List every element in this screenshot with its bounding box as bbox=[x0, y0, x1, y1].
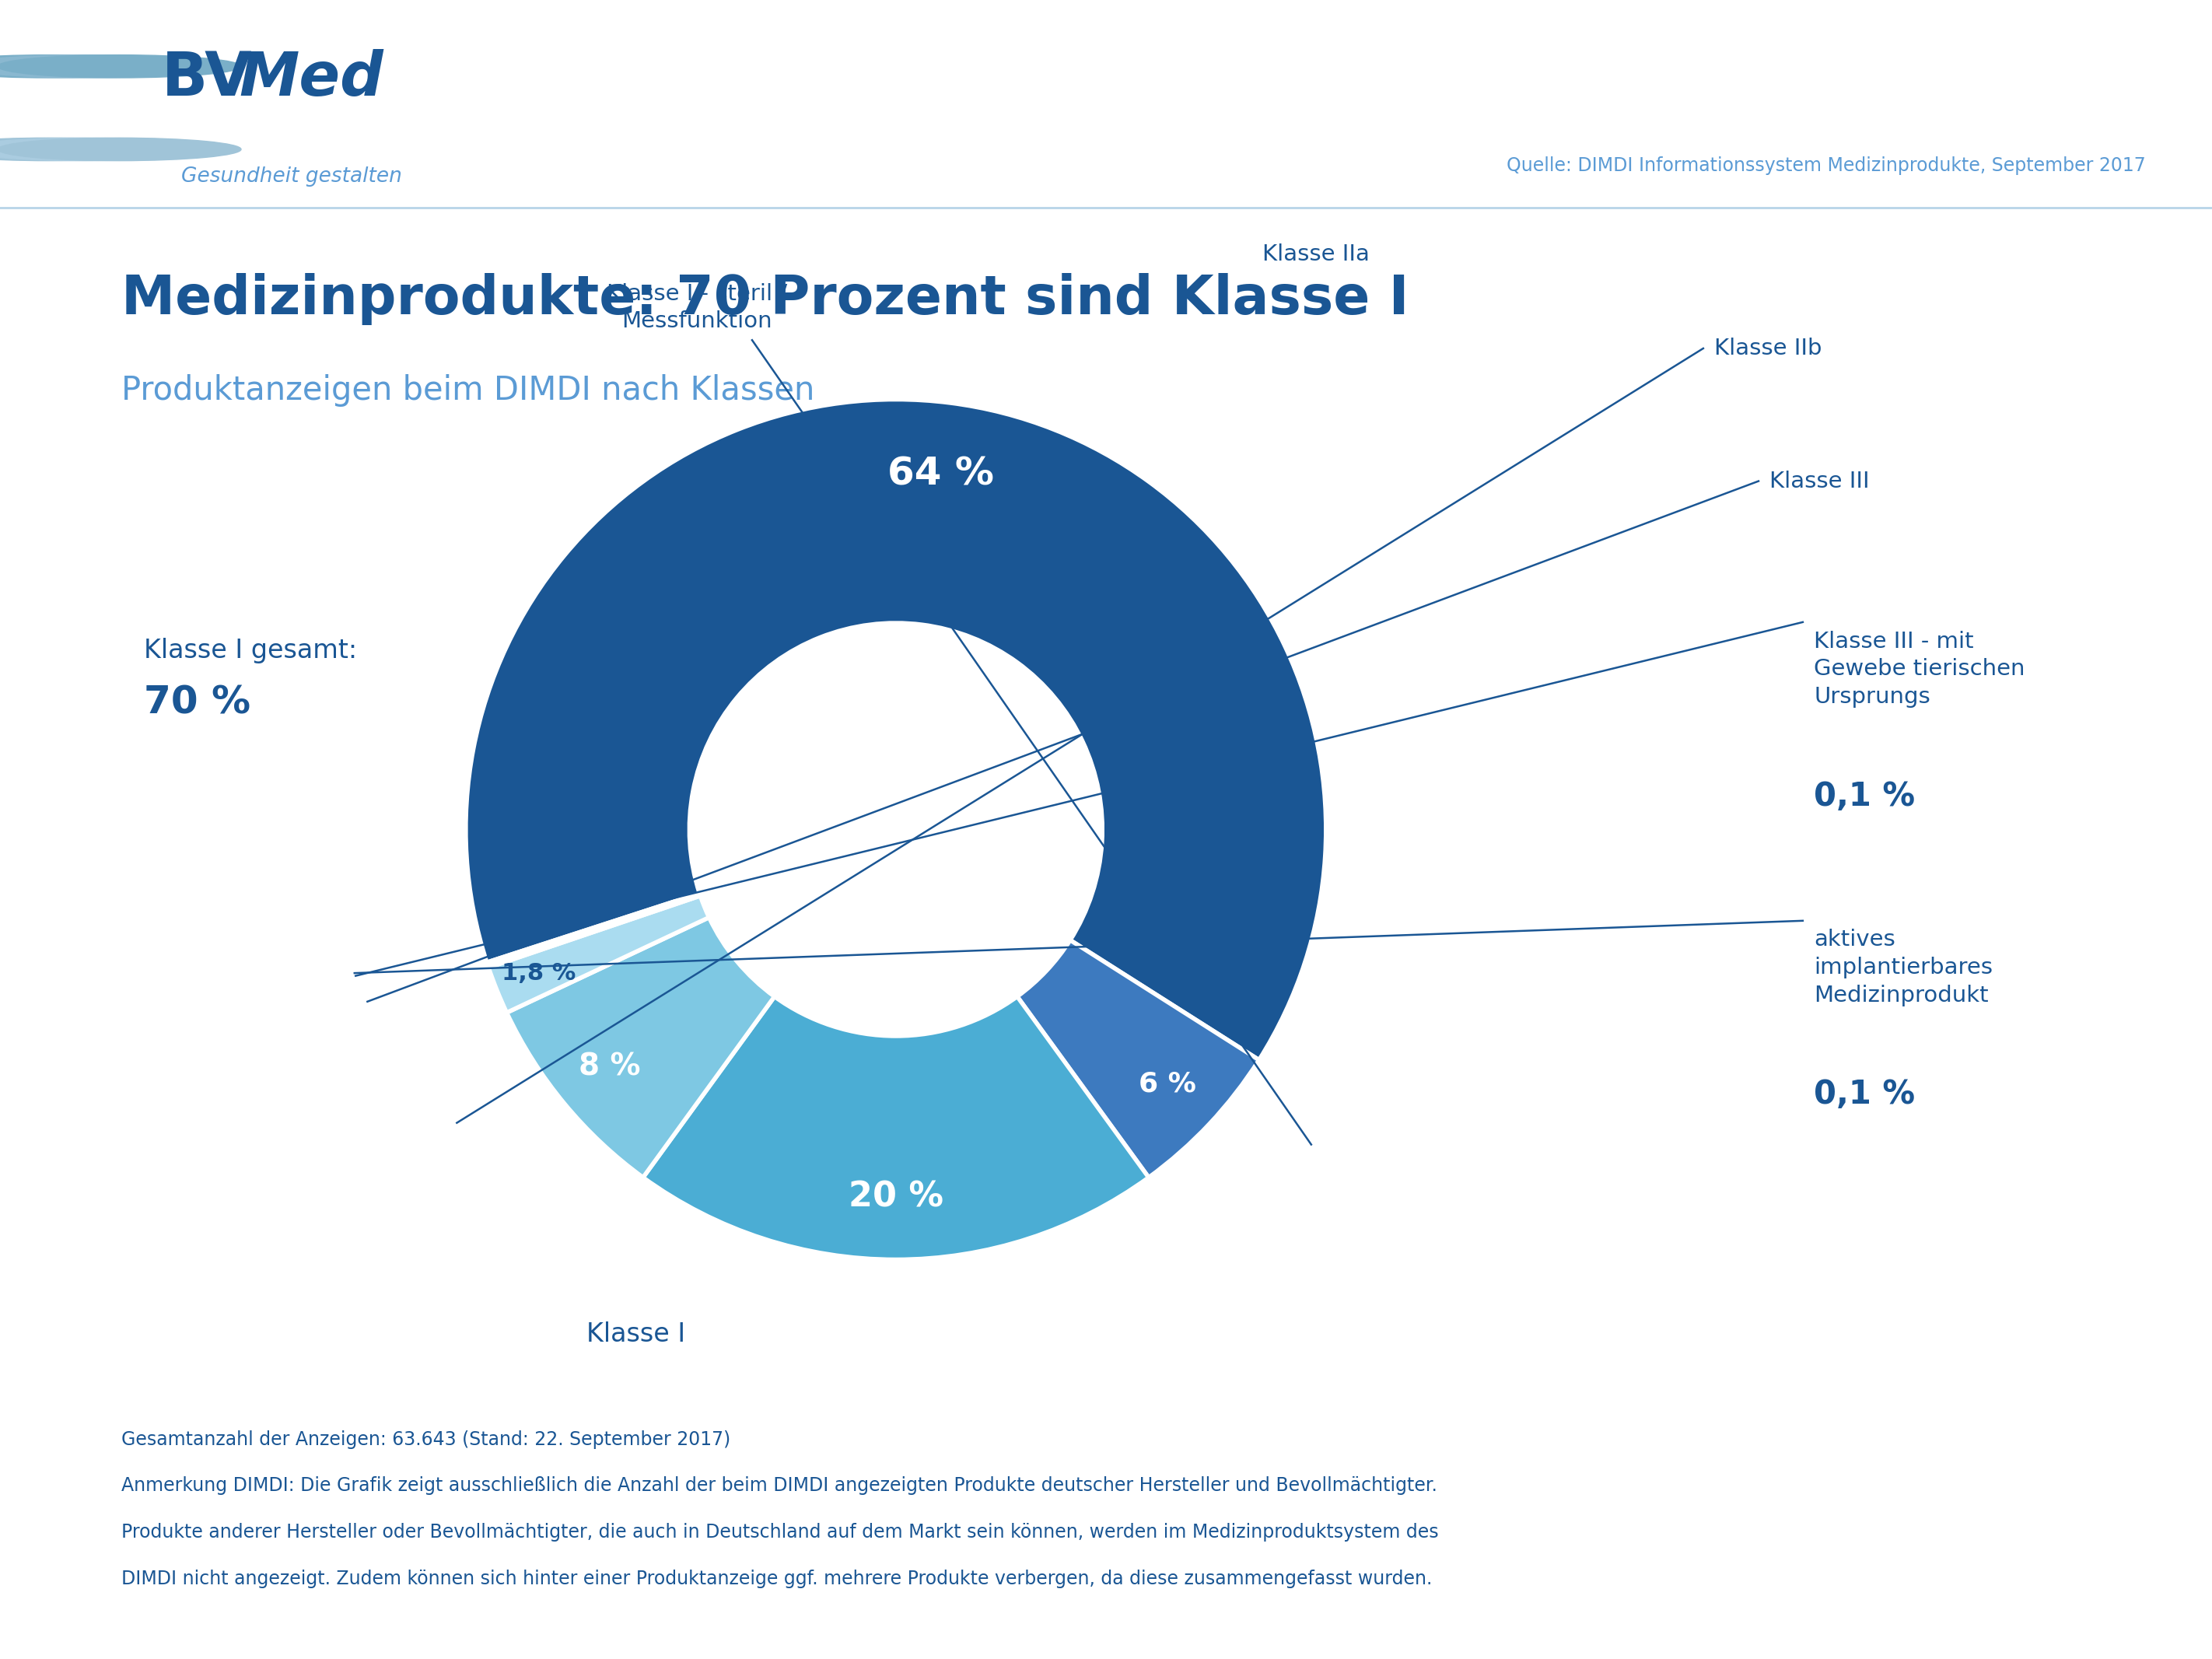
Circle shape bbox=[0, 138, 170, 161]
Text: Klasse I: Klasse I bbox=[586, 1322, 686, 1347]
Text: 0,1 %: 0,1 % bbox=[1814, 1078, 1916, 1112]
Text: Klasse III - mit
Gewebe tierischen
Ursprungs: Klasse III - mit Gewebe tierischen Urspr… bbox=[1814, 630, 2024, 708]
Text: 6 %: 6 % bbox=[1139, 1072, 1197, 1097]
Wedge shape bbox=[644, 997, 1148, 1259]
Text: Gesundheit gestalten: Gesundheit gestalten bbox=[181, 166, 403, 186]
Text: Anmerkung DIMDI: Die Grafik zeigt ausschließlich die Anzahl der beim DIMDI angez: Anmerkung DIMDI: Die Grafik zeigt aussch… bbox=[122, 1477, 1438, 1495]
Text: Klasse IIb: Klasse IIb bbox=[1714, 337, 1823, 360]
Text: 20 %: 20 % bbox=[849, 1180, 942, 1214]
Wedge shape bbox=[1018, 941, 1259, 1178]
Text: Produkte anderer Hersteller oder Bevollmächtigter, die auch in Deutschland auf d: Produkte anderer Hersteller oder Bevollm… bbox=[122, 1523, 1440, 1541]
Text: 0,1 %: 0,1 % bbox=[1814, 780, 1916, 813]
Circle shape bbox=[0, 138, 241, 161]
Text: 64 %: 64 % bbox=[887, 455, 993, 493]
Wedge shape bbox=[507, 917, 774, 1178]
Text: DIMDI nicht angezeigt. Zudem können sich hinter einer Produktanzeige ggf. mehrer: DIMDI nicht angezeigt. Zudem können sich… bbox=[122, 1569, 1433, 1588]
Circle shape bbox=[0, 55, 170, 78]
Text: Gesamtanzahl der Anzeigen: 63.643 (Stand: 22. September 2017): Gesamtanzahl der Anzeigen: 63.643 (Stand… bbox=[122, 1430, 730, 1448]
Wedge shape bbox=[467, 400, 1325, 1060]
Text: Quelle: DIMDI Informationssystem Medizinprodukte, September 2017: Quelle: DIMDI Informationssystem Medizin… bbox=[1506, 156, 2146, 176]
Text: Med: Med bbox=[239, 50, 383, 108]
Wedge shape bbox=[487, 893, 699, 966]
Circle shape bbox=[0, 138, 206, 161]
Text: aktives
implantierbares
Medizinprodukt: aktives implantierbares Medizinprodukt bbox=[1814, 929, 1993, 1007]
Text: Medizinprodukte: 70 Prozent sind Klasse I: Medizinprodukte: 70 Prozent sind Klasse … bbox=[122, 272, 1409, 325]
Text: 8 %: 8 % bbox=[577, 1052, 639, 1082]
Text: BV: BV bbox=[161, 50, 252, 108]
Wedge shape bbox=[487, 894, 701, 967]
Circle shape bbox=[0, 55, 241, 78]
Text: Klasse I gesamt:: Klasse I gesamt: bbox=[144, 639, 356, 664]
Text: Klasse III: Klasse III bbox=[1770, 469, 1869, 493]
Text: 70 %: 70 % bbox=[144, 684, 250, 722]
Circle shape bbox=[0, 55, 206, 78]
Text: Produktanzeigen beim DIMDI nach Klassen: Produktanzeigen beim DIMDI nach Klassen bbox=[122, 375, 814, 406]
Text: 1,8 %: 1,8 % bbox=[502, 962, 575, 985]
Text: Klasse I - steril /
Messfunktion: Klasse I - steril / Messfunktion bbox=[606, 284, 787, 332]
Text: Klasse IIa: Klasse IIa bbox=[1263, 244, 1369, 265]
Wedge shape bbox=[489, 896, 710, 1012]
